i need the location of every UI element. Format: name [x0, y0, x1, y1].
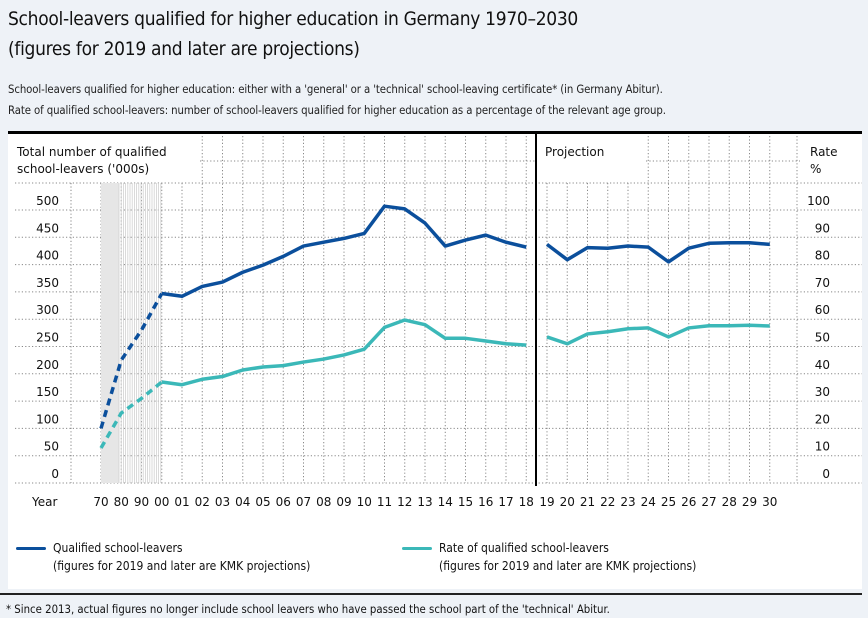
right-y-tick-label: 20 — [815, 412, 830, 426]
right-y-tick-label: 70 — [815, 276, 830, 290]
x-tick-label: 26 — [681, 495, 696, 509]
left-y-tick-label: 450 — [36, 221, 59, 235]
legend-note-rate: (figures for 2019 and later are KMK proj… — [439, 559, 697, 573]
right-y-tick-label: 10 — [815, 440, 830, 454]
x-tick-label: 11 — [377, 495, 392, 509]
x-tick-label: 23 — [620, 495, 635, 509]
x-tick-label: 17 — [498, 495, 513, 509]
x-tick-label: 08 — [316, 495, 331, 509]
x-tick-label: 28 — [722, 495, 737, 509]
left-y-tick-label: 150 — [36, 385, 59, 399]
chart-panel — [8, 131, 862, 589]
legend-note-qualified: (figures for 2019 and later are KMK proj… — [53, 559, 311, 573]
subtitle-line-1: School-leavers qualified for higher educ… — [8, 83, 663, 96]
band-shade — [101, 183, 119, 483]
series-lines — [99, 204, 770, 449]
x-tick-label: 90 — [134, 495, 149, 509]
series-qualified-historic-dashed — [99, 292, 164, 429]
left-y-tick-label: 100 — [36, 412, 59, 426]
chart-subtitle: School-leavers qualified for higher educ… — [8, 79, 666, 121]
x-tick-label: 21 — [580, 495, 595, 509]
left-axis-label-line-2: school-leavers ('000s) — [17, 162, 149, 176]
legend-swatch-rate — [402, 547, 432, 550]
x-tick-label: 06 — [276, 495, 291, 509]
x-axis-label: Year — [31, 495, 57, 509]
left-y-tick-label: 250 — [36, 331, 59, 345]
chart-title: School-leavers qualified for higher educ… — [8, 4, 578, 64]
footer-divider — [0, 593, 862, 595]
legend-item-rate: Rate of qualified school-leavers (figure… — [402, 539, 822, 579]
right-axis-label-line-1: Rate — [810, 145, 838, 159]
subtitle-line-2: Rate of qualified school-leavers: number… — [8, 104, 666, 117]
x-tick-label: 10 — [357, 495, 372, 509]
grid — [15, 136, 862, 484]
chart-svg: Total number of qualified school-leavers… — [15, 134, 862, 509]
x-tick-label: 27 — [701, 495, 716, 509]
series-rate-projection — [546, 323, 770, 346]
right-y-tick-label: 50 — [815, 331, 830, 345]
x-tick-label: 30 — [762, 495, 777, 509]
x-tick-label: 00 — [154, 495, 169, 509]
x-tick-label: 12 — [397, 495, 412, 509]
projection-label: Projection — [545, 145, 604, 159]
right-y-tick-label: 100 — [807, 194, 830, 208]
x-ticks: 70 80 90 00 01 02 03 04 05 06 07 08 09 10 11 12 13 14 15 16… — [93, 495, 777, 509]
x-tick-label: 03 — [215, 495, 230, 509]
historic-band — [101, 183, 162, 483]
x-tick-label: 18 — [519, 495, 534, 509]
footnote: * Since 2013, actual figures no longer i… — [6, 603, 610, 616]
x-tick-label: 70 — [93, 495, 108, 509]
x-tick-label: 24 — [641, 495, 656, 509]
series-rate-historic-dashed — [99, 380, 163, 449]
left-y-tick-label: 500 — [36, 194, 59, 208]
left-y-tick-label: 350 — [36, 276, 59, 290]
right-y-tick-label: 60 — [815, 303, 830, 317]
x-tick-label: 02 — [195, 495, 210, 509]
left-y-tick-label: 300 — [36, 303, 59, 317]
x-tick-label: 25 — [661, 495, 676, 509]
x-tick-label: 15 — [458, 495, 473, 509]
x-tick-label: 01 — [174, 495, 189, 509]
right-y-tick-label: 0 — [822, 467, 830, 481]
right-y-tick-label: 30 — [815, 385, 830, 399]
right-y-tick-label: 90 — [815, 221, 830, 235]
left-y-ticks: 0 50 100 150 200 250 300 350 400 450 500 — [36, 194, 59, 481]
right-y-tick-label: 80 — [815, 249, 830, 263]
right-axis-label-line-2: % — [810, 162, 821, 176]
legend-label-rate: Rate of qualified school-leavers — [439, 541, 609, 555]
x-tick-label: 20 — [560, 495, 575, 509]
left-y-tick-label: 50 — [44, 440, 59, 454]
x-tick-label: 14 — [438, 495, 453, 509]
right-y-tick-label: 40 — [815, 358, 830, 372]
left-axis-label-line-1: Total number of qualified — [16, 145, 167, 159]
legend-swatch-qualified — [16, 547, 46, 550]
title-line-2: (figures for 2019 and later are projecti… — [8, 38, 360, 60]
series-qualified-projection — [545, 241, 770, 264]
legend-item-qualified: Qualified school-leavers (figures for 20… — [16, 539, 396, 579]
left-y-tick-label: 200 — [36, 358, 59, 372]
x-tick-label: 29 — [742, 495, 757, 509]
x-tick-label: 19 — [539, 495, 554, 509]
left-y-tick-label: 0 — [51, 467, 59, 481]
x-tick-label: 16 — [478, 495, 493, 509]
x-tick-label: 04 — [235, 495, 250, 509]
x-tick-label: 07 — [296, 495, 311, 509]
x-tick-label: 05 — [255, 495, 270, 509]
x-tick-label: 13 — [417, 495, 432, 509]
x-tick-label: 22 — [600, 495, 615, 509]
legend-label-qualified: Qualified school-leavers — [53, 541, 183, 555]
left-y-tick-label: 400 — [36, 249, 59, 263]
title-line-1: School-leavers qualified for higher educ… — [8, 8, 578, 30]
x-tick-label: 09 — [336, 495, 351, 509]
x-tick-label: 80 — [114, 495, 129, 509]
right-y-ticks: 0 10 20 30 40 50 60 70 80 90 100 — [807, 194, 830, 481]
